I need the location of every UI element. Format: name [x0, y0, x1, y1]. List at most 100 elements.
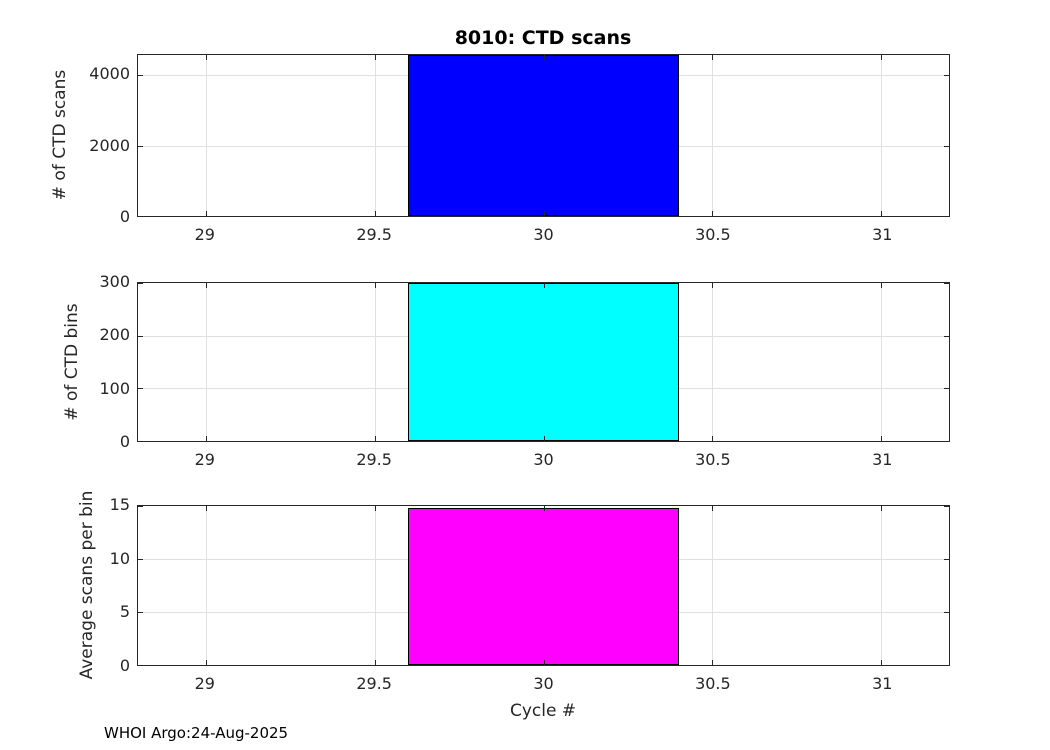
x-axis-tick	[543, 436, 545, 441]
x-axis-tick	[712, 436, 714, 441]
x-axis-tick	[881, 436, 883, 441]
x-axis-tick	[543, 283, 545, 288]
x-axis-tick	[881, 55, 883, 60]
y-axis-tick	[138, 665, 143, 666]
x-axis-tick	[543, 211, 545, 216]
x-axis-tick	[205, 211, 207, 216]
y-axis-tick	[944, 145, 949, 147]
axes-ctd-bins	[137, 282, 950, 442]
y-tick-label: 0	[119, 432, 130, 451]
y-axis-tick	[138, 612, 143, 613]
bar-cycle-30	[408, 283, 679, 441]
x-axis-tick	[205, 436, 207, 441]
bar-cycle-30	[408, 55, 679, 216]
y-axis-label-avg-scans: Average scans per bin	[77, 490, 97, 680]
x-axis-tick	[712, 55, 714, 60]
x-tick-label: 29	[194, 225, 215, 244]
x-axis-tick	[712, 283, 714, 288]
x-axis-tick	[374, 283, 376, 288]
x-tick-label: 31	[872, 225, 893, 244]
x-axis-tick	[543, 660, 545, 665]
y-tick-label: 100	[99, 378, 130, 398]
x-axis-tick	[712, 660, 714, 665]
y-axis-tick	[944, 283, 949, 284]
y-axis-tick	[138, 75, 143, 77]
y-tick-label: 300	[99, 272, 130, 291]
x-axis-tick	[205, 55, 207, 60]
y-tick-label: 4000	[89, 64, 130, 84]
x-axis-tick	[712, 211, 714, 216]
gridline-vertical	[881, 55, 883, 216]
gridline-vertical	[205, 55, 207, 216]
y-axis-label-ctd-bins: # of CTD bins	[62, 303, 82, 421]
x-axis-tick	[881, 660, 883, 665]
x-axis-tick	[374, 211, 376, 216]
gridline-vertical	[881, 283, 883, 441]
gridline-vertical	[205, 283, 207, 441]
y-axis-tick	[138, 216, 143, 217]
y-axis-tick	[138, 388, 143, 390]
gridline-vertical	[205, 506, 207, 665]
x-tick-label: 30.5	[695, 450, 731, 469]
x-axis-tick	[543, 506, 545, 511]
x-tick-label: 31	[872, 450, 893, 469]
x-tick-label: 30	[533, 225, 554, 244]
y-axis-tick	[944, 216, 949, 217]
gridline-vertical	[374, 506, 376, 665]
y-axis-tick	[138, 559, 143, 560]
y-axis-tick	[138, 283, 143, 284]
x-tick-label: 29	[194, 674, 215, 693]
y-tick-label: 15	[109, 495, 130, 514]
y-axis-tick	[944, 612, 949, 613]
x-axis-tick	[374, 55, 376, 60]
y-axis-tick	[944, 441, 949, 442]
gridline-vertical	[374, 283, 376, 441]
gridline-vertical	[712, 55, 714, 216]
y-axis-tick	[944, 506, 949, 507]
y-tick-label: 10	[109, 548, 130, 568]
x-axis-tick	[881, 283, 883, 288]
gridline-vertical	[712, 283, 714, 441]
x-axis-tick	[205, 660, 207, 665]
x-tick-label: 29.5	[356, 674, 392, 693]
x-axis-tick	[374, 506, 376, 511]
y-axis-tick	[944, 388, 949, 390]
x-tick-label: 29.5	[356, 225, 392, 244]
x-axis-tick	[543, 55, 545, 60]
gridline-vertical	[374, 55, 376, 216]
x-axis-tick	[205, 283, 207, 288]
y-tick-label: 2000	[89, 135, 130, 155]
x-axis-tick	[712, 506, 714, 511]
y-axis-tick	[138, 335, 143, 337]
footer-watermark: WHOI Argo:24-Aug-2025	[104, 724, 289, 742]
gridline-vertical	[881, 506, 883, 665]
x-tick-label: 29	[194, 450, 215, 469]
x-tick-label: 31	[872, 674, 893, 693]
x-axis-tick	[205, 506, 207, 511]
y-axis-tick	[138, 506, 143, 507]
y-tick-label: 200	[99, 325, 130, 345]
x-tick-label: 30	[533, 674, 554, 693]
x-axis-tick	[881, 506, 883, 511]
y-tick-label: 0	[119, 207, 130, 226]
bar-cycle-30	[408, 507, 679, 665]
x-tick-label: 30.5	[695, 674, 731, 693]
y-axis-tick	[944, 75, 949, 77]
y-axis-tick	[944, 665, 949, 666]
x-tick-label: 30.5	[695, 225, 731, 244]
x-axis-tick	[374, 660, 376, 665]
gridline-vertical	[712, 506, 714, 665]
x-axis-tick	[374, 436, 376, 441]
figure-title: 8010: CTD scans	[454, 27, 632, 49]
axes-avg-scans-per-bin	[137, 505, 950, 666]
x-axis-tick	[881, 211, 883, 216]
y-axis-tick	[138, 145, 143, 147]
x-tick-label: 29.5	[356, 450, 392, 469]
y-axis-tick	[944, 559, 949, 560]
axes-ctd-scans	[137, 54, 950, 217]
x-axis-label-cycle: Cycle #	[509, 701, 577, 721]
y-tick-label: 0	[119, 656, 130, 675]
y-axis-tick	[944, 335, 949, 337]
y-tick-label: 5	[119, 602, 130, 622]
